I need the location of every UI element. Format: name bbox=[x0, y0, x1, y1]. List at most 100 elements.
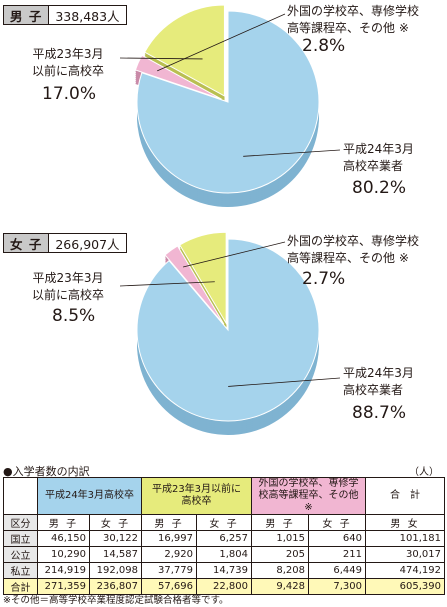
table-cell: 9,428 bbox=[251, 578, 309, 595]
table-cell: 6,449 bbox=[308, 562, 366, 579]
row-label: 合計 bbox=[3, 578, 38, 595]
female-pie-chart bbox=[119, 231, 341, 435]
female-other-label-line1: 外国の学校卒、専修学校 bbox=[287, 234, 420, 248]
female-grad-pct: 88.7% bbox=[352, 403, 407, 423]
table-cell: 46,150 bbox=[37, 530, 90, 547]
female-slice-other bbox=[164, 245, 225, 325]
breakdown-table: 平成24年3月高校卒 平成23年3月以前に 高校卒 外国の学校卒、専修学 校高等… bbox=[3, 477, 445, 595]
female-prev-label-line2: 以前に高校卒 bbox=[31, 288, 104, 302]
row-label: 国立 bbox=[3, 530, 38, 547]
table-cell: 605,390 bbox=[365, 578, 445, 595]
female-other-label: 外国の学校卒、専修学校 高等課程卒、その他 ※ bbox=[287, 233, 419, 267]
table-cell: 640 bbox=[308, 530, 366, 547]
table-cell: 6,257 bbox=[196, 530, 252, 547]
table-cell: 16,997 bbox=[141, 530, 197, 547]
table-total-row: 合計 271,359 236,807 57,696 22,800 9,428 7… bbox=[3, 578, 445, 595]
table-cell: 30,017 bbox=[365, 546, 445, 563]
table-row: 公立 10,290 14,587 2,920 1,804 205 211 30,… bbox=[3, 546, 445, 563]
subheader-cell: 女 子 bbox=[308, 514, 366, 531]
male-slice-grad bbox=[136, 10, 320, 194]
table-cell: 271,359 bbox=[37, 578, 90, 595]
header-total: 合 計 bbox=[365, 477, 445, 515]
male-other-label: 外国の学校卒、専修学校 高等課程卒、その他 ※ bbox=[287, 3, 419, 37]
female-prev-label: 平成23年3月 以前に高校卒 bbox=[20, 270, 116, 304]
female-leader-other bbox=[182, 241, 286, 268]
table-row: 国立 46,150 30,122 16,997 6,257 1,015 640 … bbox=[3, 530, 445, 547]
male-other-pct: 2.8% bbox=[302, 36, 346, 56]
header-other-line2: 校高等課程卒、その他 ※ bbox=[258, 490, 359, 513]
table-cell: 8,208 bbox=[251, 562, 309, 579]
table-cell: 37,779 bbox=[141, 562, 197, 579]
table-header-row: 平成24年3月高校卒 平成23年3月以前に 高校卒 外国の学校卒、専修学 校高等… bbox=[3, 477, 445, 515]
table-cell: 22,800 bbox=[196, 578, 252, 595]
male-grad-label-line2: 高校卒業者 bbox=[343, 159, 404, 173]
female-slice-prev bbox=[179, 231, 227, 326]
female-slice-grad bbox=[136, 238, 320, 422]
table-cell: 57,696 bbox=[141, 578, 197, 595]
header-grad: 平成24年3月高校卒 bbox=[37, 477, 142, 515]
subheader-cell: 女 子 bbox=[89, 514, 142, 531]
table-cell: 192,098 bbox=[89, 562, 142, 579]
table-cell: 10,290 bbox=[37, 546, 90, 563]
header-prev-line1: 平成23年3月以前に bbox=[151, 484, 242, 495]
header-prev: 平成23年3月以前に 高校卒 bbox=[141, 477, 252, 515]
male-grad-pct: 80.2% bbox=[352, 178, 407, 198]
female-leader-prev bbox=[119, 281, 215, 287]
male-grad-label: 平成24年3月 高校卒業者 bbox=[343, 141, 414, 175]
male-other-label-line1: 外国の学校卒、専修学校 bbox=[287, 4, 420, 18]
table-cell: 214,919 bbox=[37, 562, 90, 579]
table-cell: 101,181 bbox=[365, 530, 445, 547]
male-prev-pct: 17.0% bbox=[42, 84, 97, 104]
male-group-box: 男 子 338,483人 bbox=[3, 5, 127, 25]
table-cell: 30,122 bbox=[89, 530, 142, 547]
male-prev-label-line1: 平成23年3月 bbox=[32, 47, 104, 61]
table-cell: 474,192 bbox=[365, 562, 445, 579]
header-other-line1: 外国の学校卒、専修学 bbox=[258, 478, 359, 489]
row-label: 私立 bbox=[3, 562, 38, 579]
female-prev-label-line1: 平成23年3月 bbox=[32, 271, 104, 285]
male-slice-other bbox=[134, 54, 222, 100]
female-grad-label-line1: 平成24年3月 bbox=[343, 366, 414, 380]
subheader-cell: 男 女 bbox=[365, 514, 445, 531]
male-group-label: 男 子 bbox=[4, 6, 50, 24]
table-cell: 236,807 bbox=[89, 578, 142, 595]
table-cell: 2,920 bbox=[141, 546, 197, 563]
footnote: ※その他＝高等学校卒業程度認定試験合格者等です。 bbox=[3, 595, 229, 606]
female-group-count: 266,907人 bbox=[55, 236, 120, 252]
subheader-cell: 男 子 bbox=[37, 514, 90, 531]
male-slice-prev bbox=[144, 4, 225, 97]
male-leader-prev bbox=[119, 57, 203, 60]
female-other-label-line2: 高等課程卒、その他 ※ bbox=[287, 251, 409, 265]
male-prev-label-line2: 以前に高校卒 bbox=[31, 64, 104, 78]
table-cell: 205 bbox=[251, 546, 309, 563]
table-cell: 1,015 bbox=[251, 530, 309, 547]
breakdown-unit: （人） bbox=[409, 467, 439, 478]
female-leader-grad bbox=[228, 377, 341, 387]
female-grad-label-line2: 高校卒業者 bbox=[343, 383, 404, 397]
male-grad-label-line1: 平成24年3月 bbox=[343, 142, 414, 156]
table-cell: 14,739 bbox=[196, 562, 252, 579]
male-other-label-line2: 高等課程卒、その他 ※ bbox=[287, 21, 409, 35]
subheader-cell: 女 子 bbox=[196, 514, 252, 531]
female-group-label: 女 子 bbox=[4, 234, 50, 252]
male-leader-grad bbox=[243, 149, 341, 157]
header-prev-line2: 高校卒 bbox=[181, 496, 212, 507]
male-leader-other bbox=[157, 13, 286, 72]
table-subheader-row: 区分 男 子 女 子 男 子 女 子 男 子 女 子 男 女 bbox=[3, 514, 445, 531]
table-cell: 1,804 bbox=[196, 546, 252, 563]
row-label: 公立 bbox=[3, 546, 38, 563]
table-cell: 14,587 bbox=[89, 546, 142, 563]
breakdown-title: ●入学者数の内訳 bbox=[3, 465, 90, 478]
subheader-cell: 男 子 bbox=[141, 514, 197, 531]
table-cell: 211 bbox=[308, 546, 366, 563]
header-other: 外国の学校卒、専修学 校高等課程卒、その他 ※ bbox=[251, 477, 366, 515]
female-prev-pct: 8.5% bbox=[52, 306, 96, 326]
subheader-cell: 区分 bbox=[3, 514, 38, 531]
female-grad-label: 平成24年3月 高校卒業者 bbox=[343, 365, 414, 399]
male-pie-chart bbox=[119, 4, 341, 207]
table-row: 私立 214,919 192,098 37,779 14,739 8,208 6… bbox=[3, 562, 445, 579]
male-group-count: 338,483人 bbox=[55, 8, 120, 24]
table-cell: 7,300 bbox=[308, 578, 366, 595]
corner-cell bbox=[3, 477, 38, 515]
male-prev-label: 平成23年3月 以前に高校卒 bbox=[20, 46, 116, 80]
